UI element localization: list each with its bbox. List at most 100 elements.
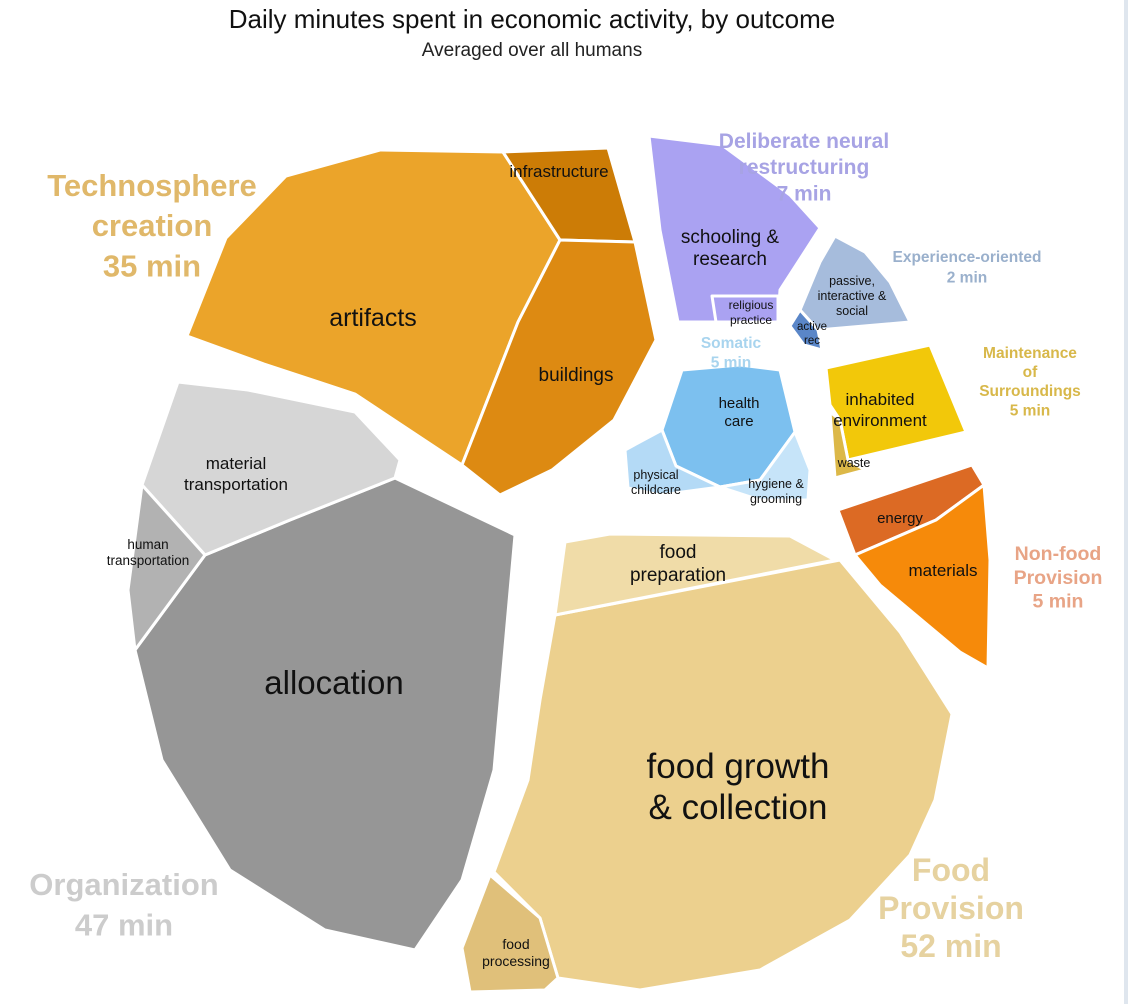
cell-label-allocation: allocation — [264, 664, 403, 701]
group-value-neural: 7 min — [777, 182, 832, 205]
cell-label-energy: energy — [877, 510, 923, 527]
cell-foodprep — [553, 532, 837, 617]
group-label-somatic-line: Somatic — [701, 335, 762, 352]
group-label-technosphere-line: Technosphere — [47, 168, 257, 203]
cell-label-schooling: schooling & research — [681, 227, 780, 270]
cell-label-materialtransport-line: transportation — [184, 475, 288, 494]
cell-label-activerec-line: rec — [804, 335, 820, 347]
cell-humantransport — [126, 483, 207, 652]
group-neural — [647, 134, 822, 324]
cell-label-artifacts-line: artifacts — [329, 304, 417, 332]
cell-label-buildings-line: buildings — [539, 365, 614, 386]
cell-childcare — [623, 428, 722, 497]
cell-label-humantransport: human transportation — [107, 537, 190, 568]
cell-label-foodgrowth-line: food growth — [647, 747, 830, 786]
cell-label-childcare-line: childcare — [631, 483, 681, 497]
group-value-experience: 2 min — [947, 269, 987, 286]
cell-label-activerec-line: active — [797, 321, 827, 333]
group-label-food-line: Food — [912, 852, 990, 888]
cell-hygiene — [718, 430, 812, 502]
group-label-maintenance: Maintenance of Surroundings — [979, 345, 1081, 400]
group-label-experience: Experience-oriented — [892, 249, 1041, 266]
group-label-maintenance-line: Maintenance — [983, 345, 1077, 362]
cell-label-inhabited-line: environment — [833, 411, 927, 430]
cell-label-foodprep-line: food — [660, 542, 697, 563]
group-label-food: Food Provision — [878, 852, 1024, 926]
group-nonfood — [836, 463, 992, 670]
cell-label-materialtransport-line: material — [206, 454, 266, 473]
group-technosphere — [185, 146, 658, 497]
chart-title: Daily minutes spent in economic activity… — [228, 4, 836, 34]
cell-label-hygiene: hygiene & grooming — [748, 477, 804, 506]
cell-activerec — [788, 308, 824, 352]
group-label-experience-line: Experience-oriented — [892, 249, 1041, 266]
cell-label-energy-line: energy — [877, 510, 923, 527]
cell-label-healthcare: health care — [719, 395, 760, 430]
cell-layer — [126, 134, 992, 994]
cell-label-foodgrowth-line: & collection — [649, 788, 828, 827]
cell-materials — [853, 483, 992, 670]
cell-passive — [798, 234, 912, 332]
cell-label-infrastructure: infrastructure — [509, 162, 608, 181]
group-label-nonfood-line: Non-food — [1015, 543, 1102, 565]
cell-label-foodproc: food processing — [482, 936, 550, 969]
cell-label-waste: waste — [837, 456, 871, 470]
group-label-neural-line: restructuring — [739, 156, 870, 179]
cell-label-waste-line: waste — [837, 456, 871, 470]
cell-label-religious: religious practice — [729, 298, 774, 327]
cell-label-schooling-line: research — [693, 249, 767, 270]
group-label-technosphere: Technosphere creation — [47, 168, 257, 243]
cell-label-buildings: buildings — [539, 365, 614, 386]
cell-label-childcare-line: physical — [633, 468, 678, 482]
cell-label-foodproc-line: food — [502, 936, 529, 952]
group-value-organization: 47 min — [75, 907, 173, 942]
cell-waste — [828, 410, 867, 480]
group-label-maintenance-line: Surroundings — [979, 383, 1081, 400]
cell-label-passive-line: social — [836, 304, 868, 318]
cell-label-religious-line: religious — [729, 298, 774, 312]
cell-label-passive: passive, interactive & social — [818, 274, 887, 318]
group-somatic — [623, 363, 812, 502]
cell-label-religious-line: practice — [730, 313, 772, 327]
group-label-technosphere-line: creation — [92, 208, 213, 243]
cell-label-artifacts: artifacts — [329, 304, 417, 332]
cell-label-foodprep-line: preparation — [630, 565, 726, 586]
chart-subtitle: Averaged over all humans — [421, 40, 643, 61]
cell-foodgrowth — [492, 558, 954, 992]
cell-label-materialtransport: material transportation — [184, 454, 288, 494]
cell-label-passive-line: interactive & — [818, 289, 887, 303]
cell-label-activerec: active rec — [797, 321, 827, 347]
cell-label-infrastructure-line: infrastructure — [509, 162, 608, 181]
group-label-organization: Organization — [29, 867, 218, 902]
group-label-nonfood: Non-food Provision — [1014, 543, 1103, 589]
cell-label-hygiene-line: hygiene & — [748, 477, 804, 491]
group-label-neural-line: Deliberate neural — [719, 130, 889, 153]
cell-label-healthcare-line: care — [724, 413, 753, 430]
group-value-somatic: 5 min — [711, 354, 751, 371]
cell-buildings — [460, 238, 658, 497]
group-maintenance — [824, 343, 968, 480]
group-label-somatic: Somatic — [701, 335, 762, 352]
group-label-neural: Deliberate neural restructuring — [719, 130, 889, 179]
cell-label-inhabited: inhabited environment — [833, 390, 927, 430]
cell-foodproc — [460, 873, 560, 994]
cell-label-materials-line: materials — [909, 561, 978, 580]
cell-label-schooling-line: schooling & — [681, 227, 780, 248]
cell-label-materials: materials — [909, 561, 978, 580]
group-label-nonfood-line: Provision — [1014, 567, 1103, 589]
cell-label-foodproc-line: processing — [482, 953, 550, 969]
group-value-food: 52 min — [900, 928, 1001, 964]
cell-label-allocation-line: allocation — [264, 664, 403, 701]
cell-label-hygiene-line: grooming — [750, 492, 802, 506]
cell-schooling — [647, 134, 822, 324]
group-value-nonfood: 5 min — [1033, 591, 1084, 613]
label-layer: artifacts infrastructure buildings Technosp… — [29, 130, 1102, 969]
cell-label-childcare: physical childcare — [631, 468, 681, 497]
group-label-organization-line: Organization — [29, 867, 218, 902]
group-label-food-line: Provision — [878, 890, 1024, 926]
group-experience — [788, 234, 912, 352]
window-edge — [1124, 0, 1128, 1004]
group-organization — [126, 380, 517, 952]
